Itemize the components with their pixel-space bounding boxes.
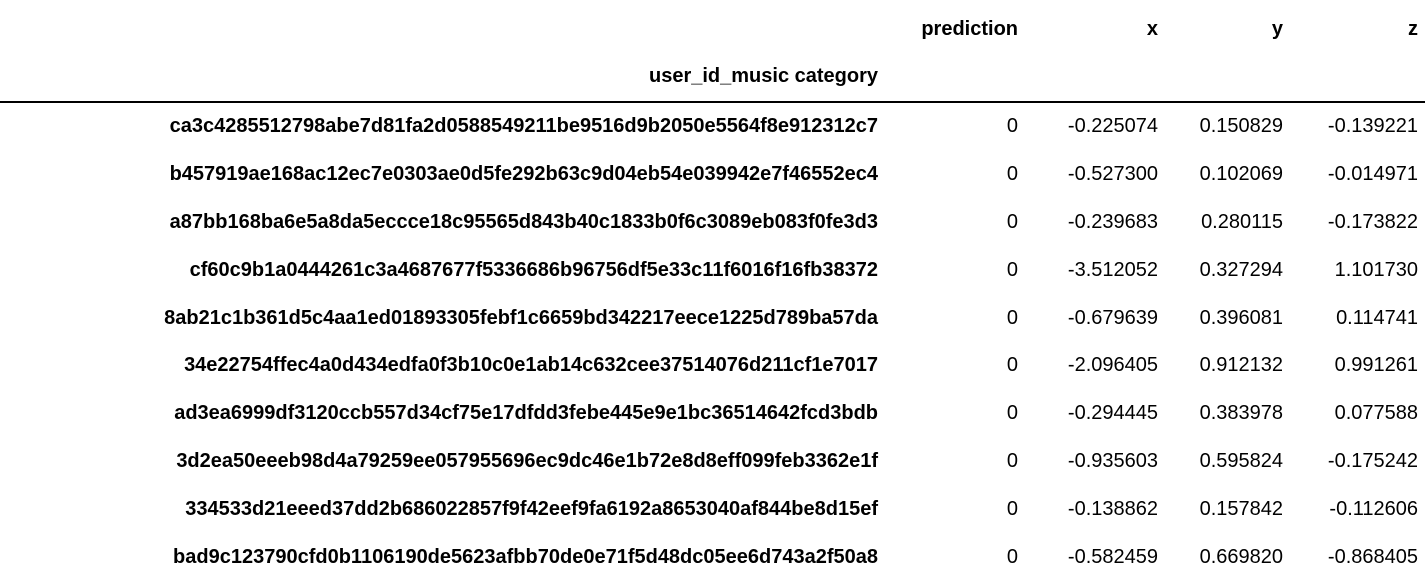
cell-y: 0.327294 [1199, 258, 1283, 281]
cell-z: -0.139221 [1327, 115, 1418, 138]
cell-prediction: 0 [1006, 449, 1018, 472]
cell-x: -0.225074 [1067, 115, 1158, 138]
index-name-header: user_id_music category [0, 54, 885, 103]
cell-z: -0.014971 [1327, 163, 1418, 186]
cell-x: -0.582459 [1067, 545, 1158, 568]
cell-z: -0.868405 [1327, 545, 1418, 568]
cell-prediction: 0 [1006, 354, 1018, 377]
index-name-blank [1290, 54, 1425, 103]
row-index-user-id: a87bb168ba6e5a8da5eccce18c95565d843b40c1… [169, 210, 878, 233]
table-row: b457919ae168ac12ec7e0303ae0d5fe292b63c9d… [0, 151, 1425, 199]
cell-z: 0.991261 [1334, 354, 1418, 377]
table-body: ca3c4285512798abe7d81fa2d0588549211be951… [0, 102, 1425, 581]
cell-y: 0.157842 [1199, 497, 1283, 520]
row-index-user-id: bad9c123790cfd0b1106190de5623afbb70de0e7… [173, 545, 878, 568]
cell-prediction: 0 [1006, 497, 1018, 520]
cell-prediction: 0 [1006, 545, 1018, 568]
row-index-user-id: 8ab21c1b361d5c4aa1ed01893305febf1c6659bd… [164, 306, 878, 329]
table-row: cf60c9b1a0444261c3a4687677f5336686b96756… [0, 246, 1425, 294]
cell-z: -0.173822 [1327, 210, 1418, 233]
cell-z: 0.077588 [1334, 402, 1418, 425]
table-header: prediction x y z user_id_music category [0, 0, 1425, 103]
index-name-blank [1025, 54, 1165, 103]
column-header-y: y [1271, 17, 1283, 40]
column-header-z: z [1408, 17, 1418, 40]
row-index-user-id: ca3c4285512798abe7d81fa2d0588549211be951… [169, 115, 878, 138]
table-row: 34e22754ffec4a0d434edfa0f3b10c0e1ab14c63… [0, 342, 1425, 390]
cell-y: 0.669820 [1199, 545, 1283, 568]
row-index-user-id: 3d2ea50eeeb98d4a79259ee057955696ec9dc46e… [176, 449, 878, 472]
table-row: a87bb168ba6e5a8da5eccce18c95565d843b40c1… [0, 199, 1425, 247]
cell-prediction: 0 [1006, 115, 1018, 138]
table-row: 334533d21eeed37dd2b686022857f9f42eef9fa6… [0, 485, 1425, 533]
cell-x: -3.512052 [1067, 258, 1158, 281]
cell-x: -0.527300 [1067, 163, 1158, 186]
cell-prediction: 0 [1006, 210, 1018, 233]
index-name-blank [1165, 54, 1290, 103]
cell-x: -0.239683 [1067, 210, 1158, 233]
cell-z: 1.101730 [1334, 258, 1418, 281]
cell-y: 0.150829 [1199, 115, 1283, 138]
cell-y: 0.396081 [1199, 306, 1283, 329]
cell-x: -0.294445 [1067, 402, 1158, 425]
row-index-user-id: 34e22754ffec4a0d434edfa0f3b10c0e1ab14c63… [184, 354, 878, 377]
cell-y: 0.595824 [1199, 449, 1283, 472]
cell-z: -0.175242 [1327, 449, 1418, 472]
cell-prediction: 0 [1006, 402, 1018, 425]
table-row: ad3ea6999df3120ccb557d34cf75e17dfdd3febe… [0, 390, 1425, 438]
table-row: 3d2ea50eeeb98d4a79259ee057955696ec9dc46e… [0, 438, 1425, 486]
row-index-user-id: cf60c9b1a0444261c3a4687677f5336686b96756… [189, 258, 878, 281]
cell-y: 0.280115 [1201, 210, 1283, 233]
index-name-blank [885, 54, 1025, 103]
column-header-prediction: prediction [921, 17, 1018, 40]
cell-z: 0.114741 [1336, 306, 1418, 329]
row-index-user-id: b457919ae168ac12ec7e0303ae0d5fe292b63c9d… [169, 163, 878, 186]
cell-x: -2.096405 [1067, 354, 1158, 377]
table-row: 8ab21c1b361d5c4aa1ed01893305febf1c6659bd… [0, 294, 1425, 342]
cell-y: 0.383978 [1199, 402, 1283, 425]
table-row: ca3c4285512798abe7d81fa2d0588549211be951… [0, 102, 1425, 151]
cell-x: -0.138862 [1067, 497, 1158, 520]
row-index-user-id: ad3ea6999df3120ccb557d34cf75e17dfdd3febe… [174, 402, 878, 425]
column-header-x: x [1146, 17, 1158, 40]
cell-prediction: 0 [1006, 258, 1018, 281]
cell-y: 0.102069 [1199, 163, 1283, 186]
cell-y: 0.912132 [1199, 354, 1283, 377]
cell-x: -0.935603 [1067, 449, 1158, 472]
index-name-row: user_id_music category [0, 54, 1425, 103]
table-row: bad9c123790cfd0b1106190de5623afbb70de0e7… [0, 533, 1425, 581]
cell-prediction: 0 [1006, 306, 1018, 329]
column-header-row: prediction x y z [0, 0, 1425, 54]
row-index-user-id: 334533d21eeed37dd2b686022857f9f42eef9fa6… [185, 497, 878, 520]
cell-x: -0.679639 [1067, 306, 1158, 329]
index-header-blank [0, 0, 885, 54]
cell-prediction: 0 [1006, 163, 1018, 186]
cell-z: -0.112606 [1329, 497, 1418, 520]
